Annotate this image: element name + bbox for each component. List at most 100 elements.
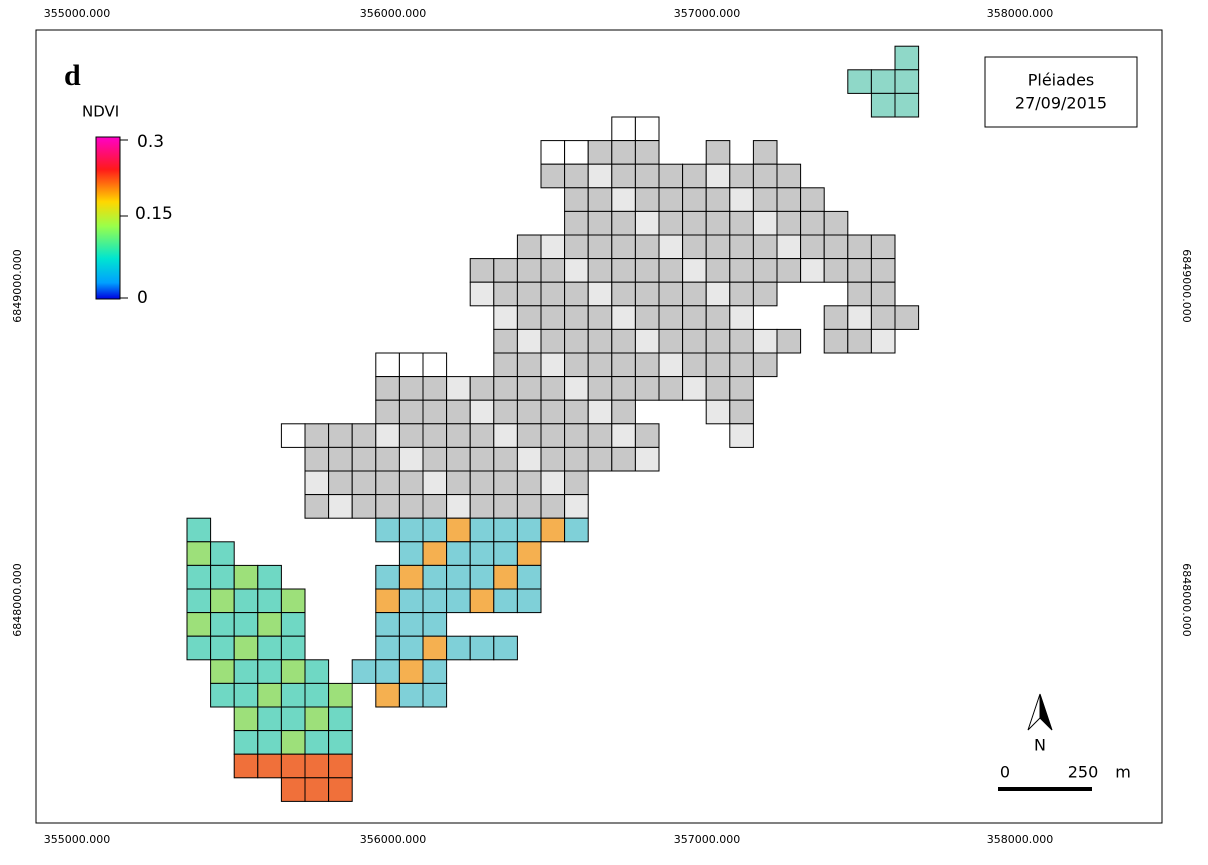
image-tile xyxy=(280,423,306,448)
image-tile xyxy=(729,258,754,283)
image-tile xyxy=(682,210,707,236)
image-tile xyxy=(493,328,518,354)
image-tile xyxy=(870,305,896,330)
image-tile xyxy=(611,140,636,165)
image-tile xyxy=(540,328,566,354)
x-coordinate: 355000.000 xyxy=(44,833,110,846)
image-tile xyxy=(280,682,306,708)
image-tile xyxy=(823,305,849,330)
image-tile xyxy=(587,352,613,378)
image-tile xyxy=(233,706,259,732)
image-tile xyxy=(493,258,518,283)
image-tile xyxy=(375,635,400,661)
image-tile xyxy=(398,470,424,496)
image-tile xyxy=(658,352,684,378)
image-tile xyxy=(516,470,542,496)
image-tile xyxy=(564,470,589,496)
panel-label: d xyxy=(64,59,81,92)
image-tile xyxy=(375,682,400,708)
image-tile xyxy=(493,423,518,448)
image-tile xyxy=(210,659,235,684)
image-tile xyxy=(658,187,684,212)
image-tile xyxy=(634,446,660,472)
image-tile xyxy=(847,69,872,94)
image-tile xyxy=(516,588,542,614)
image-tile xyxy=(682,258,707,283)
y-coordinate: 6848000.000 xyxy=(11,563,24,636)
image-tile xyxy=(233,588,259,614)
image-tile xyxy=(516,423,542,448)
image-tile xyxy=(398,494,424,519)
image-tile xyxy=(752,140,778,165)
image-tile xyxy=(752,328,778,354)
image-tile xyxy=(186,612,212,637)
image-tile xyxy=(540,423,566,448)
image-tile xyxy=(634,163,660,189)
image-tile xyxy=(729,305,754,330)
image-tile xyxy=(634,210,660,236)
image-tile xyxy=(304,753,330,779)
image-tile xyxy=(634,258,660,283)
image-tile xyxy=(375,612,400,637)
info-box xyxy=(984,56,1138,128)
image-tile xyxy=(587,376,613,401)
image-tile xyxy=(469,470,495,496)
image-tile xyxy=(398,352,424,378)
image-tile xyxy=(634,116,660,142)
image-tile xyxy=(516,234,542,260)
image-tile xyxy=(328,494,353,519)
image-tile xyxy=(257,564,282,590)
image-tile xyxy=(776,210,802,236)
image-tile xyxy=(304,706,330,732)
image-tile xyxy=(587,281,613,307)
image-tile xyxy=(257,706,282,732)
image-tile xyxy=(587,234,613,260)
image-tile xyxy=(233,659,259,684)
image-tile xyxy=(564,258,589,283)
y-coordinate: 6848000.000 xyxy=(1180,563,1193,636)
image-tile xyxy=(587,187,613,212)
image-tile xyxy=(729,281,754,307)
image-tile xyxy=(446,423,471,448)
image-tile xyxy=(422,446,448,472)
image-tile xyxy=(658,258,684,283)
image-tile xyxy=(446,494,471,519)
image-tile xyxy=(800,234,825,260)
image-tile xyxy=(375,399,400,425)
image-tile xyxy=(493,494,518,519)
image-tile xyxy=(398,517,424,543)
image-tile xyxy=(752,210,778,236)
image-tile xyxy=(587,305,613,330)
image-tile xyxy=(328,777,353,802)
image-tile xyxy=(422,612,448,637)
image-tile xyxy=(186,517,212,543)
image-tile xyxy=(611,163,636,189)
image-tile xyxy=(516,541,542,566)
scale-start: 0 xyxy=(1000,763,1010,782)
image-tile xyxy=(516,258,542,283)
image-tile xyxy=(328,753,353,779)
x-coordinate: 356000.000 xyxy=(360,7,426,20)
image-tile xyxy=(375,564,400,590)
image-tile xyxy=(446,470,471,496)
scale-unit: m xyxy=(1115,763,1131,782)
image-tile xyxy=(422,352,448,378)
image-tile xyxy=(328,730,353,755)
image-tile xyxy=(540,305,566,330)
image-tile xyxy=(516,281,542,307)
x-coordinate: 355000.000 xyxy=(44,7,110,20)
image-tile xyxy=(375,588,400,614)
image-tile xyxy=(634,187,660,212)
image-tile xyxy=(682,352,707,378)
image-tile xyxy=(398,659,424,684)
image-tile xyxy=(564,305,589,330)
image-tile xyxy=(540,163,566,189)
image-tile xyxy=(493,305,518,330)
image-tile xyxy=(752,258,778,283)
image-tile xyxy=(304,423,330,448)
image-tile xyxy=(493,635,518,661)
image-tile xyxy=(516,352,542,378)
image-tile xyxy=(540,352,566,378)
image-tile xyxy=(280,706,306,732)
image-tile xyxy=(280,777,306,802)
